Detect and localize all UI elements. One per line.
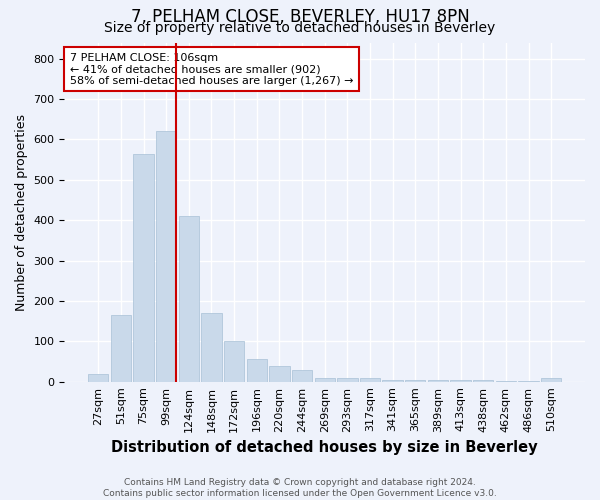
Bar <box>179 216 199 382</box>
Bar <box>111 315 131 382</box>
Bar <box>382 380 403 382</box>
Text: Size of property relative to detached houses in Beverley: Size of property relative to detached ho… <box>104 21 496 35</box>
Y-axis label: Number of detached properties: Number of detached properties <box>15 114 28 310</box>
Bar <box>269 366 290 382</box>
Bar <box>496 381 516 382</box>
Bar <box>337 378 358 382</box>
Bar <box>314 378 335 382</box>
Text: 7, PELHAM CLOSE, BEVERLEY, HU17 8PN: 7, PELHAM CLOSE, BEVERLEY, HU17 8PN <box>131 8 469 26</box>
Bar <box>292 370 312 382</box>
Bar <box>541 378 562 382</box>
Text: Contains HM Land Registry data © Crown copyright and database right 2024.
Contai: Contains HM Land Registry data © Crown c… <box>103 478 497 498</box>
Bar <box>133 154 154 382</box>
Bar <box>156 132 176 382</box>
Bar <box>88 374 109 382</box>
Bar <box>360 378 380 382</box>
Bar <box>405 380 425 382</box>
Bar <box>247 360 267 382</box>
Bar <box>428 380 448 382</box>
Bar <box>451 380 471 382</box>
Bar <box>518 381 539 382</box>
Bar <box>224 342 244 382</box>
Text: 7 PELHAM CLOSE: 106sqm
← 41% of detached houses are smaller (902)
58% of semi-de: 7 PELHAM CLOSE: 106sqm ← 41% of detached… <box>70 52 353 86</box>
X-axis label: Distribution of detached houses by size in Beverley: Distribution of detached houses by size … <box>112 440 538 455</box>
Bar <box>473 380 493 382</box>
Bar <box>201 313 221 382</box>
